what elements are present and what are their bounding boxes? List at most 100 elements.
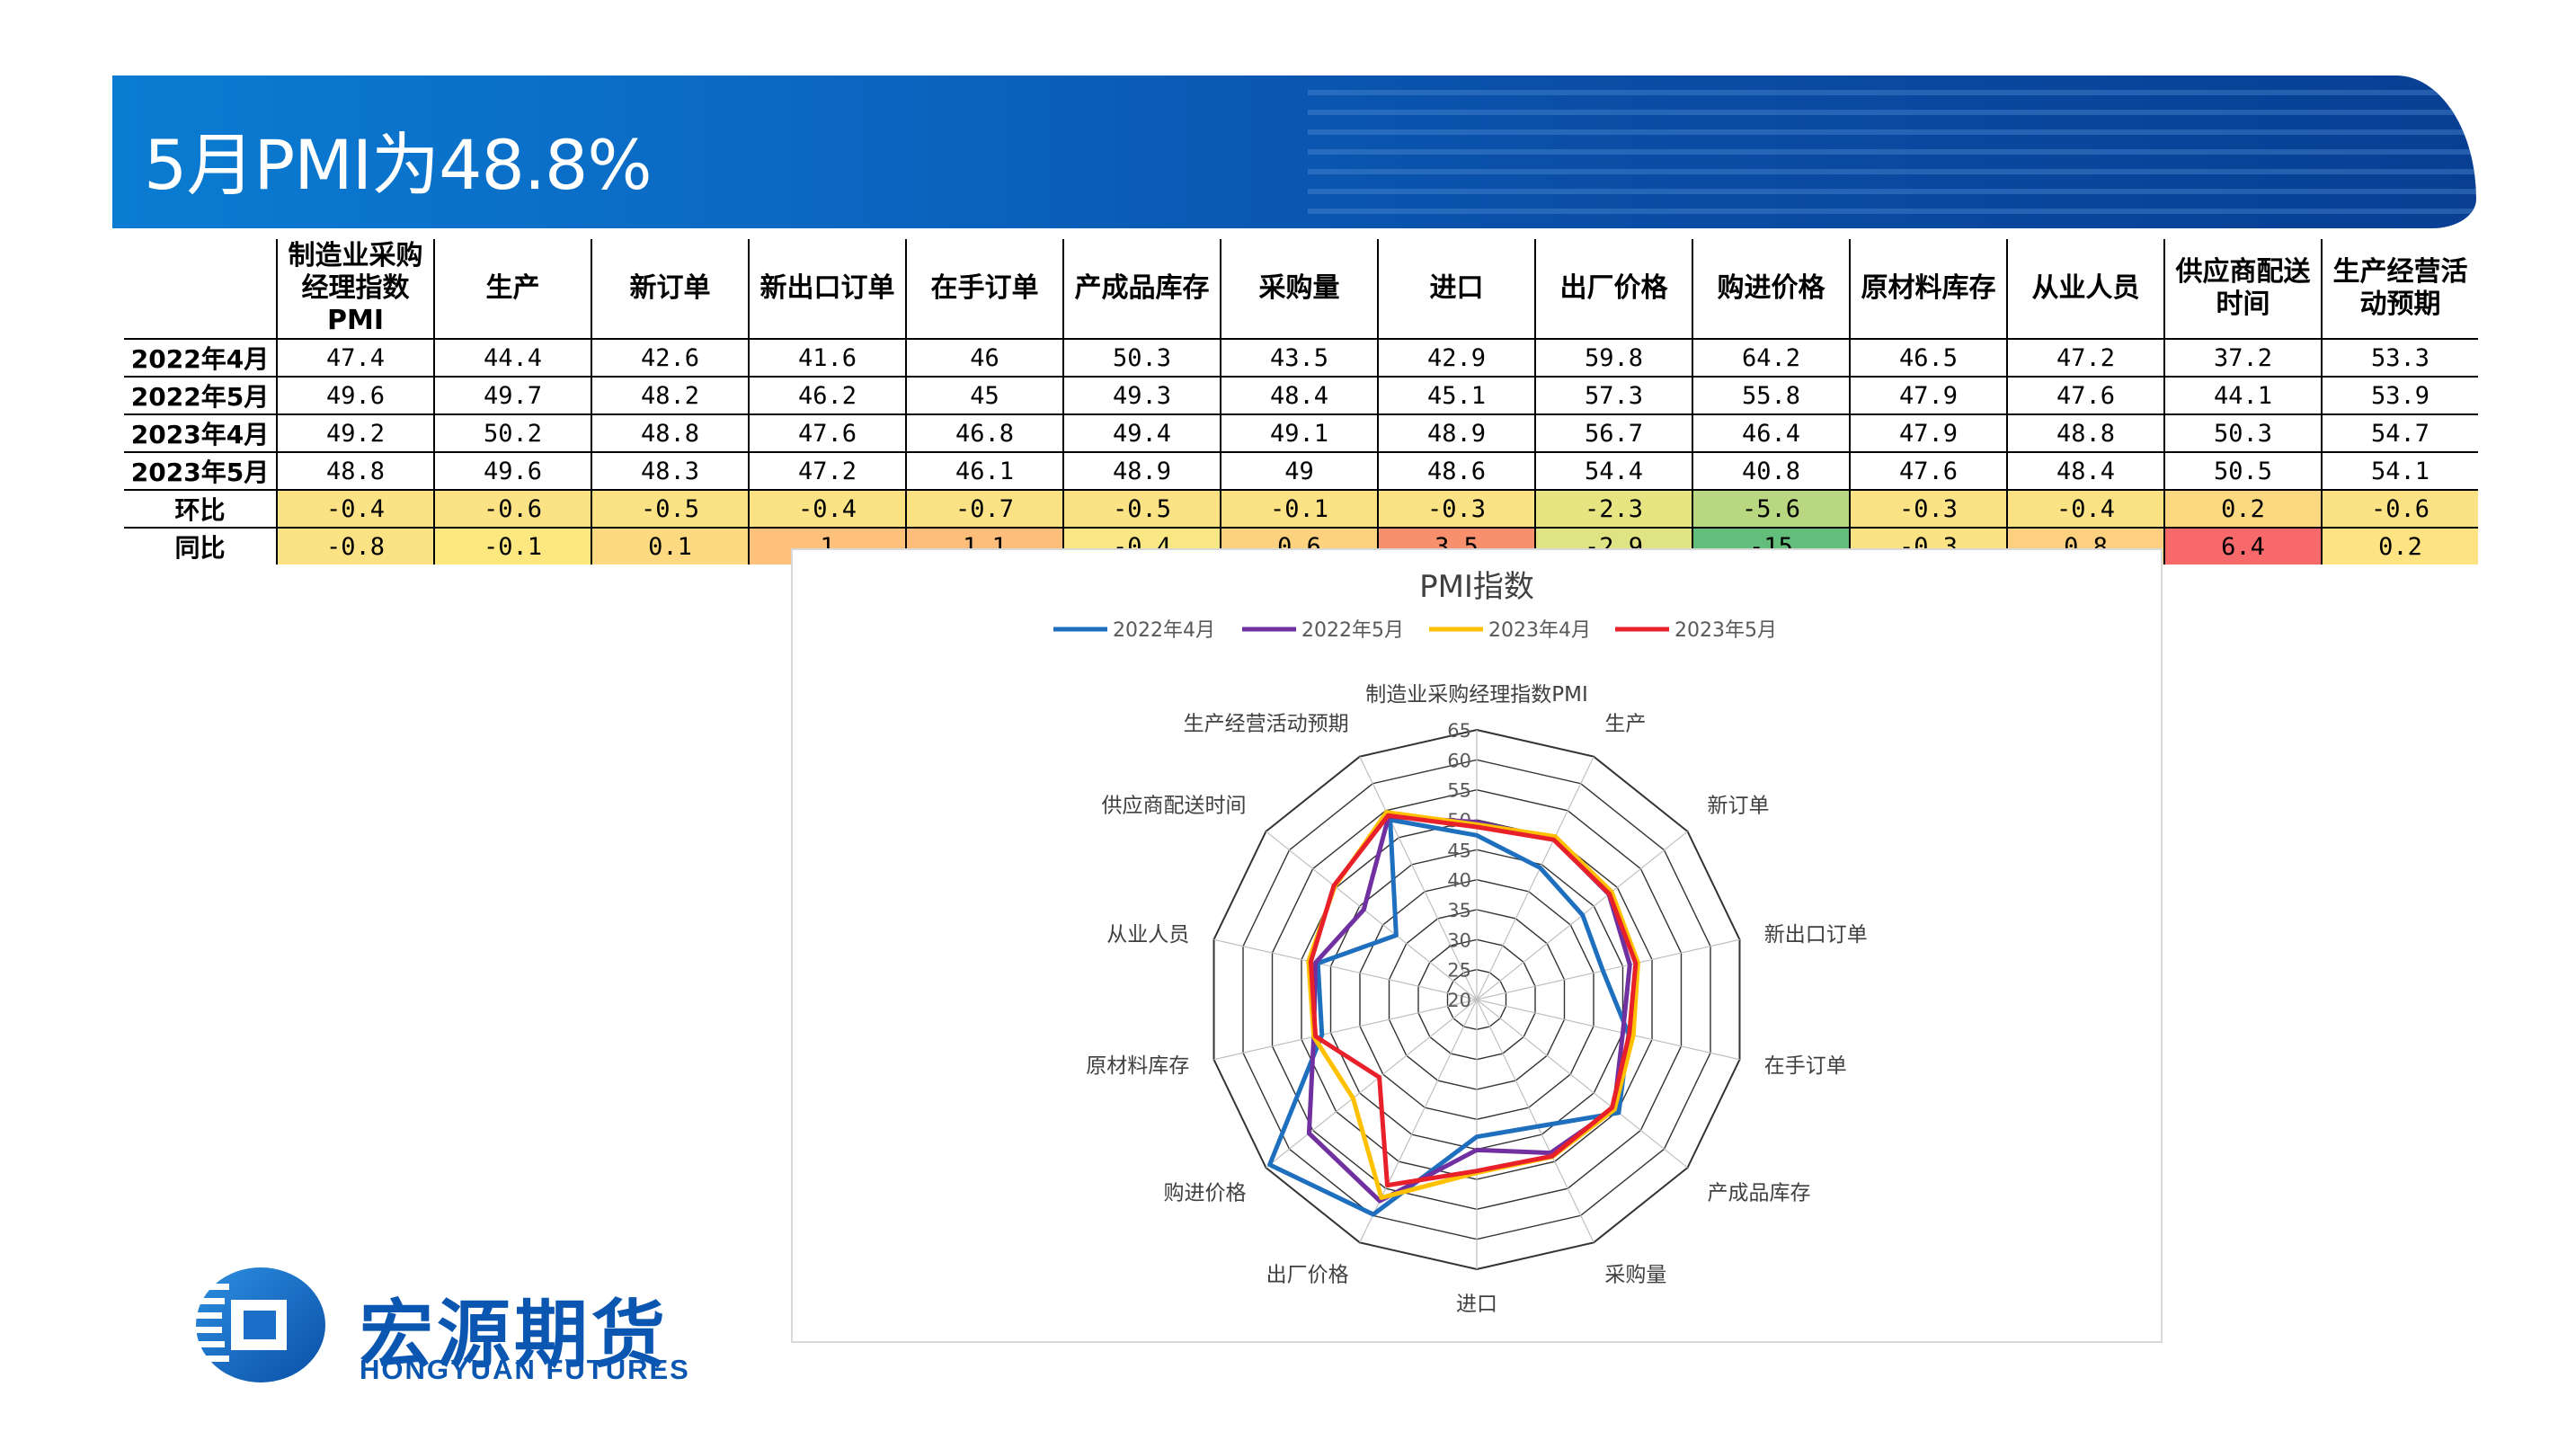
table-cell: 53.3	[2321, 339, 2478, 378]
grid-spoke	[1476, 999, 1594, 1243]
category-label: 出厂价格	[1266, 1264, 1349, 1287]
grid-spoke	[1213, 938, 1478, 1000]
table-cell: 48.3	[591, 452, 749, 491]
table-cell: 47.2	[2006, 339, 2164, 378]
table-cell: 48.8	[591, 414, 749, 453]
table-cell: -0.5	[1062, 490, 1221, 529]
logo-chinese-name: 宏源期货	[360, 1293, 670, 1378]
table-row: 环比 -0.4 -0.6 -0.5 -0.4 -0.7 -0.5 -0.1 -0.3 -2.3 -5…	[124, 490, 2478, 529]
table-cell: 48.6	[1377, 452, 1535, 491]
radial-tick-label: 30	[1447, 929, 1471, 951]
column-header: 原材料库存	[1849, 239, 2007, 340]
table-cell: 42.9	[1377, 339, 1535, 378]
column-header: 从业人员	[2006, 239, 2164, 340]
legend-label: 2022年4月	[1113, 619, 1215, 642]
table-cell: 6.4	[2163, 528, 2322, 564]
table-cell: -0.1	[1220, 490, 1378, 529]
table-cell: 50.5	[2163, 452, 2322, 491]
table-cell: -0.8	[276, 528, 434, 564]
table-cell: 46.2	[748, 377, 906, 415]
radial-tick-label: 25	[1447, 960, 1471, 982]
table-cell: 42.6	[591, 339, 749, 378]
grid-spoke	[1476, 756, 1594, 1000]
legend-label: 2022年5月	[1301, 619, 1404, 642]
category-label: 生产经营活动预期	[1184, 712, 1349, 735]
column-header: 产成品库存	[1062, 239, 1221, 340]
category-label: 制造业采购经理指数PMI	[1365, 683, 1588, 707]
table-cell: 54.1	[2321, 452, 2478, 491]
series-line	[1308, 813, 1639, 1188]
row-label: 环比	[124, 490, 277, 529]
table-cell: 49.1	[1220, 414, 1378, 453]
table-cell: 49.6	[433, 452, 591, 491]
table-cell: 54.4	[1534, 452, 1692, 491]
table-cell: -0.3	[1377, 490, 1535, 529]
category-label: 产成品库存	[1707, 1182, 1810, 1205]
column-header: 在手订单	[905, 239, 1063, 340]
table-cell: 49.7	[433, 377, 591, 415]
table-cell: 56.7	[1534, 414, 1692, 453]
radial-tick-label: 35	[1447, 900, 1471, 921]
table-cell: 48.8	[2006, 414, 2164, 453]
row-label: 2023年4月	[124, 414, 277, 453]
row-label: 2022年5月	[124, 377, 277, 415]
table-cell: 37.2	[2163, 339, 2322, 378]
table-cell: 44.4	[433, 339, 591, 378]
grid-spoke	[1476, 938, 1740, 1000]
category-label: 从业人员	[1106, 923, 1189, 947]
category-label: 采购量	[1604, 1264, 1666, 1287]
category-label: 购进价格	[1164, 1182, 1247, 1205]
table-cell: 49	[1220, 452, 1378, 491]
category-label: 供应商配送时间	[1102, 794, 1247, 817]
series-line	[1306, 813, 1632, 1204]
radial-tick-label: 60	[1447, 750, 1471, 771]
column-header: 进口	[1377, 239, 1535, 340]
radial-tick-label: 20	[1447, 990, 1471, 1011]
table-cell: -0.4	[2006, 490, 2164, 529]
table-cell: 44.1	[2163, 377, 2322, 415]
logo-english-name: HONGYUAN FUTURES	[360, 1354, 690, 1385]
table-cell: 45	[905, 377, 1063, 415]
column-header: 新订单	[591, 239, 749, 340]
table-cell: 47.9	[1849, 414, 2007, 453]
table-cell: -0.7	[905, 490, 1063, 529]
page-title: 5月PMI为48.8%	[144, 125, 653, 205]
row-label: 2023年5月	[124, 452, 277, 491]
column-header: 新出口订单	[748, 239, 906, 340]
table-cell: -0.5	[591, 490, 749, 529]
legend-label: 2023年5月	[1674, 619, 1777, 642]
table-cell: 47.6	[2006, 377, 2164, 415]
series-line	[1267, 817, 1631, 1217]
table-cell: -0.3	[1849, 490, 2007, 529]
table-cell: -5.6	[1692, 490, 1850, 529]
table-cell: 53.9	[2321, 377, 2478, 415]
category-label: 新出口订单	[1764, 923, 1868, 947]
row-label: 同比	[174, 533, 226, 563]
chart-title: PMI指数	[1419, 569, 1534, 605]
table-cell: 0.2	[2321, 528, 2478, 564]
table-cell: 50.3	[1062, 339, 1221, 378]
table-cell: 48.8	[276, 452, 434, 491]
table-cell: 46.1	[905, 452, 1063, 491]
table-cell: 50.3	[2163, 414, 2322, 453]
table-cell: 50.2	[433, 414, 591, 453]
table-cell: 40.8	[1692, 452, 1850, 491]
table-header-row: 制造业采购经理指数PMI 生产 新订单 新出口订单 在手订单 产成品库存 采购量 进口 出厂价格…	[124, 239, 2478, 340]
company-logo: 宏源期货 HONGYUAN FUTURES	[175, 1257, 751, 1391]
table-cell: 49.6	[276, 377, 434, 415]
table-cell: 47.4	[276, 339, 434, 378]
title-banner: 5月PMI为48.8%	[112, 76, 2476, 228]
row-label: 2022年4月	[124, 339, 277, 378]
column-header: 制造业采购经理指数PMI	[276, 239, 434, 340]
table-cell: 47.6	[1849, 452, 2007, 491]
table-cell: 49.2	[276, 414, 434, 453]
grid-spoke	[1266, 831, 1478, 1000]
column-header: 购进价格	[1692, 239, 1850, 340]
table-cell: 47.9	[1849, 377, 2007, 415]
legend-label: 2023年4月	[1488, 619, 1591, 642]
grid-spoke	[1476, 999, 1688, 1169]
table-cell: 46	[905, 339, 1063, 378]
grid-spoke	[1266, 999, 1478, 1169]
radial-tick-label: 40	[1447, 870, 1471, 892]
table-cell: -0.1	[433, 528, 591, 564]
